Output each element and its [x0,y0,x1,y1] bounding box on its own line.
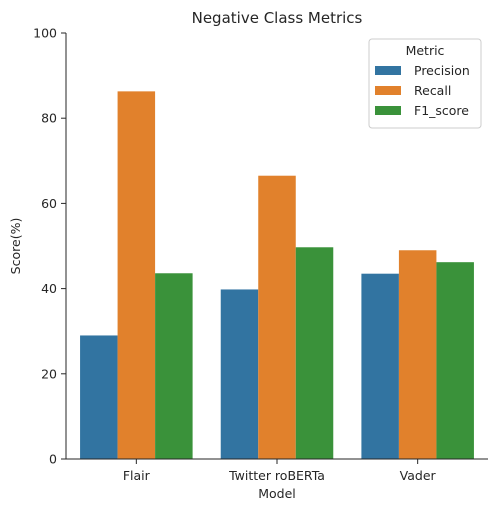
bar-recall-twitter-roberta [258,175,296,459]
bar-precision-flair [80,335,118,459]
legend-title: Metric [406,43,445,58]
x-axis: Flair Twitter roBERTa Vader [66,458,488,483]
y-axis-title: Score(%) [8,218,23,275]
y-tick-label: 80 [41,111,57,126]
legend-label: F1_score [414,103,469,118]
x-tick-label: Twitter roBERTa [228,468,325,483]
x-tick-label: Flair [123,468,151,483]
x-tick-label: Vader [400,468,437,483]
y-tick-label: 20 [41,366,57,381]
bar-recall-flair [117,91,156,459]
bar-f1-score-twitter-roberta [295,247,334,459]
legend-swatch-precision [375,66,401,75]
y-tick-label: 0 [49,452,57,467]
legend: Metric Precision Recall F1_score [368,38,482,129]
y-tick-label: 40 [41,281,57,296]
bar-f1-score-flair [155,273,193,459]
bar-f1-score-vader [436,262,474,459]
x-axis-title: Model [258,486,296,501]
chart-title: Negative Class Metrics [192,9,363,27]
legend-swatch-f1-score [375,106,401,115]
bar-recall-vader [398,250,437,459]
y-axis: 0 20 40 60 80 100 [33,26,67,467]
bars-group [80,91,474,459]
legend-label: Recall [414,83,451,98]
legend-box [368,38,482,129]
bar-precision-vader [361,273,399,459]
legend-label: Precision [414,63,470,78]
bar-precision-twitter-roberta [220,289,259,459]
y-tick-label: 100 [33,26,57,41]
legend-swatch-recall [375,86,401,95]
y-tick-label: 60 [41,196,57,211]
